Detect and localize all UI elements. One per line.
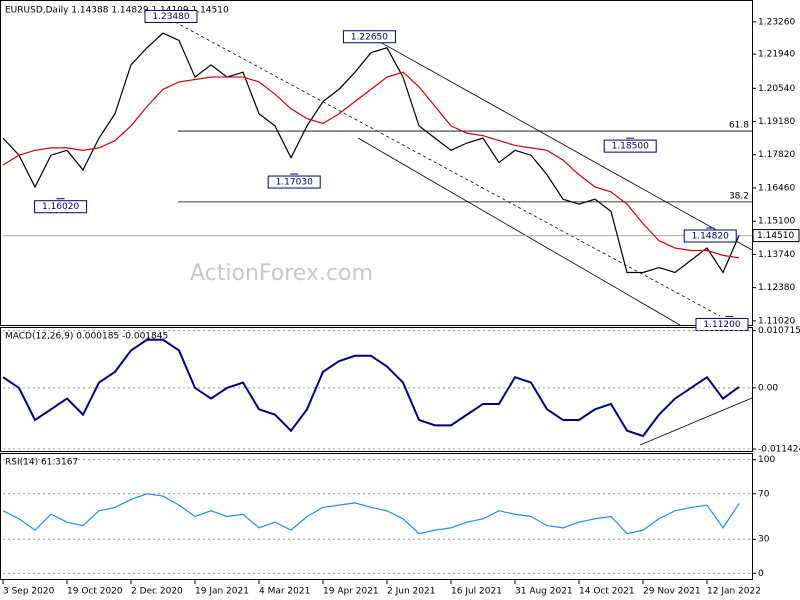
last-price-label: 1.14510	[757, 231, 794, 241]
y-tick-label: 1.12380	[758, 283, 795, 293]
y-tick-label: 0	[758, 569, 764, 579]
chart-title: EURUSD,Daily 1.14388 1.14829 1.14109 1.1…	[5, 6, 229, 16]
fib-label: 38.2	[729, 191, 749, 201]
annotation-box	[34, 200, 88, 214]
x-tick-label: 19 Oct 2020	[67, 587, 123, 597]
x-tick-label: 19 Apr 2021	[323, 587, 379, 597]
channel-line	[379, 41, 753, 251]
annotation-box	[342, 30, 396, 44]
x-tick-label: 31 Aug 2021	[515, 587, 573, 597]
series-line	[2, 338, 740, 438]
annotation-box	[603, 139, 657, 153]
channel-line	[174, 21, 721, 317]
fib-label: 61.8	[729, 121, 749, 131]
watermark: ActionForex.com	[190, 261, 373, 286]
y-tick-label: 1.19180	[758, 117, 795, 127]
series-line	[2, 71, 740, 259]
y-tick-label: 100	[758, 455, 775, 465]
y-tick-label: -0.011424	[758, 444, 800, 454]
y-tick-label: 0.010715	[758, 326, 800, 336]
y-tick-label: 1.13740	[758, 250, 795, 260]
annotation-label: 1.16020	[42, 202, 79, 212]
annotation-label: 1.18500	[612, 142, 649, 152]
y-tick-label: 1.21940	[758, 50, 795, 60]
x-tick-label: 14 Oct 2021	[579, 587, 635, 597]
annotation-label: 1.14820	[692, 232, 729, 242]
panel-title: RSI(14) 61.3167	[5, 458, 78, 468]
y-tick-label: 1.16460	[758, 183, 795, 193]
x-tick-label: 12 Jan 2022	[707, 587, 761, 597]
y-tick-label: 1.17820	[758, 150, 795, 160]
x-tick-label: 2 Jun 2021	[387, 587, 435, 597]
y-tick-label: 1.23260	[758, 17, 795, 27]
series-line	[2, 32, 740, 274]
channel-line	[357, 137, 681, 326]
annotation-label: 1.11200	[703, 320, 740, 330]
y-tick-label: 1.20540	[758, 84, 795, 94]
x-tick-label: 4 Mar 2021	[259, 587, 310, 597]
y-tick-label: 0.00	[758, 383, 778, 393]
annotation-label: 1.22650	[351, 32, 388, 42]
x-tick-label: 29 Nov 2021	[643, 587, 701, 597]
trend-line	[639, 397, 753, 446]
series-line	[2, 493, 740, 535]
x-tick-label: 19 Jan 2021	[195, 587, 249, 597]
annotation-box	[144, 9, 198, 23]
y-tick-label: 1.11020	[758, 316, 795, 326]
x-tick-label: 2 Dec 2020	[131, 587, 183, 597]
last-price-box	[752, 229, 800, 243]
annotation-label: 1.17030	[276, 178, 313, 188]
x-tick-label: 16 Jul 2021	[451, 587, 502, 597]
annotation-box	[267, 175, 321, 189]
annotation-label: 1.23480	[152, 12, 189, 22]
annotation-box	[695, 317, 749, 331]
x-tick-label: 3 Sep 2020	[3, 587, 55, 597]
y-tick-label: 70	[758, 489, 770, 499]
annotation-box	[683, 229, 737, 243]
macd-panel	[0, 327, 753, 452]
y-tick-label: 30	[758, 535, 770, 545]
price-panel	[0, 0, 753, 326]
rsi-panel	[0, 453, 753, 580]
y-tick-label: 1.15100	[758, 217, 795, 227]
panel-title: MACD(12,26,9) 0.000185 -0.001845	[5, 332, 168, 342]
